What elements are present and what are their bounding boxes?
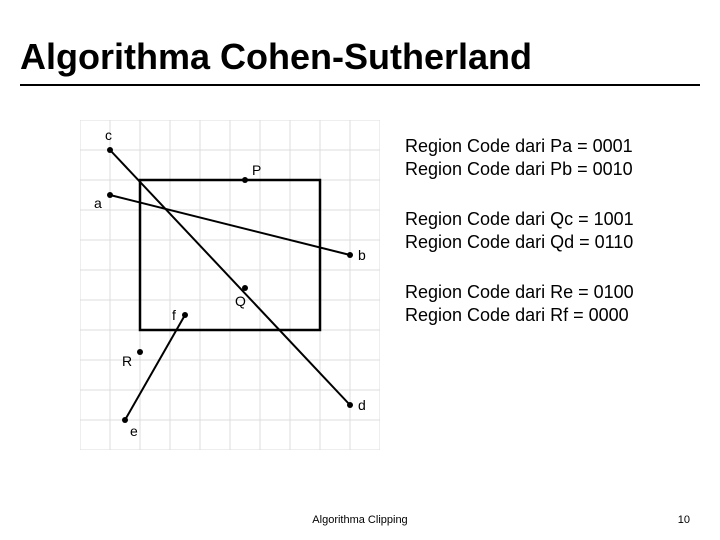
slide-number: 10 xyxy=(678,514,690,526)
rc-Qc: Region Code dari Qc = 1001 xyxy=(405,208,634,231)
svg-text:a: a xyxy=(94,195,102,211)
rc-Qd: Region Code dari Qd = 0110 xyxy=(405,231,634,254)
rc-Re: Region Code dari Re = 0100 xyxy=(405,281,634,304)
footer-label: Algorithma Clipping xyxy=(0,514,720,526)
rc-Pb: Region Code dari Pb = 0010 xyxy=(405,158,634,181)
svg-text:Q: Q xyxy=(235,293,246,309)
rc-Rf: Region Code dari Rf = 0000 xyxy=(405,304,634,327)
region-code-text: Region Code dari Pa = 0001 Region Code d… xyxy=(405,135,634,354)
rc-Pa: Region Code dari Pa = 0001 xyxy=(405,135,634,158)
svg-text:f: f xyxy=(172,307,176,323)
svg-text:d: d xyxy=(358,397,366,413)
svg-text:e: e xyxy=(130,423,138,439)
svg-text:R: R xyxy=(122,353,132,369)
clipping-diagram: c a Pb Qf Rd e xyxy=(80,120,380,450)
svg-text:c: c xyxy=(105,127,112,143)
title-underline xyxy=(20,84,700,86)
svg-text:P: P xyxy=(252,162,261,178)
svg-text:b: b xyxy=(358,247,366,263)
slide-title: Algorithma Cohen-Sutherland xyxy=(20,36,532,78)
